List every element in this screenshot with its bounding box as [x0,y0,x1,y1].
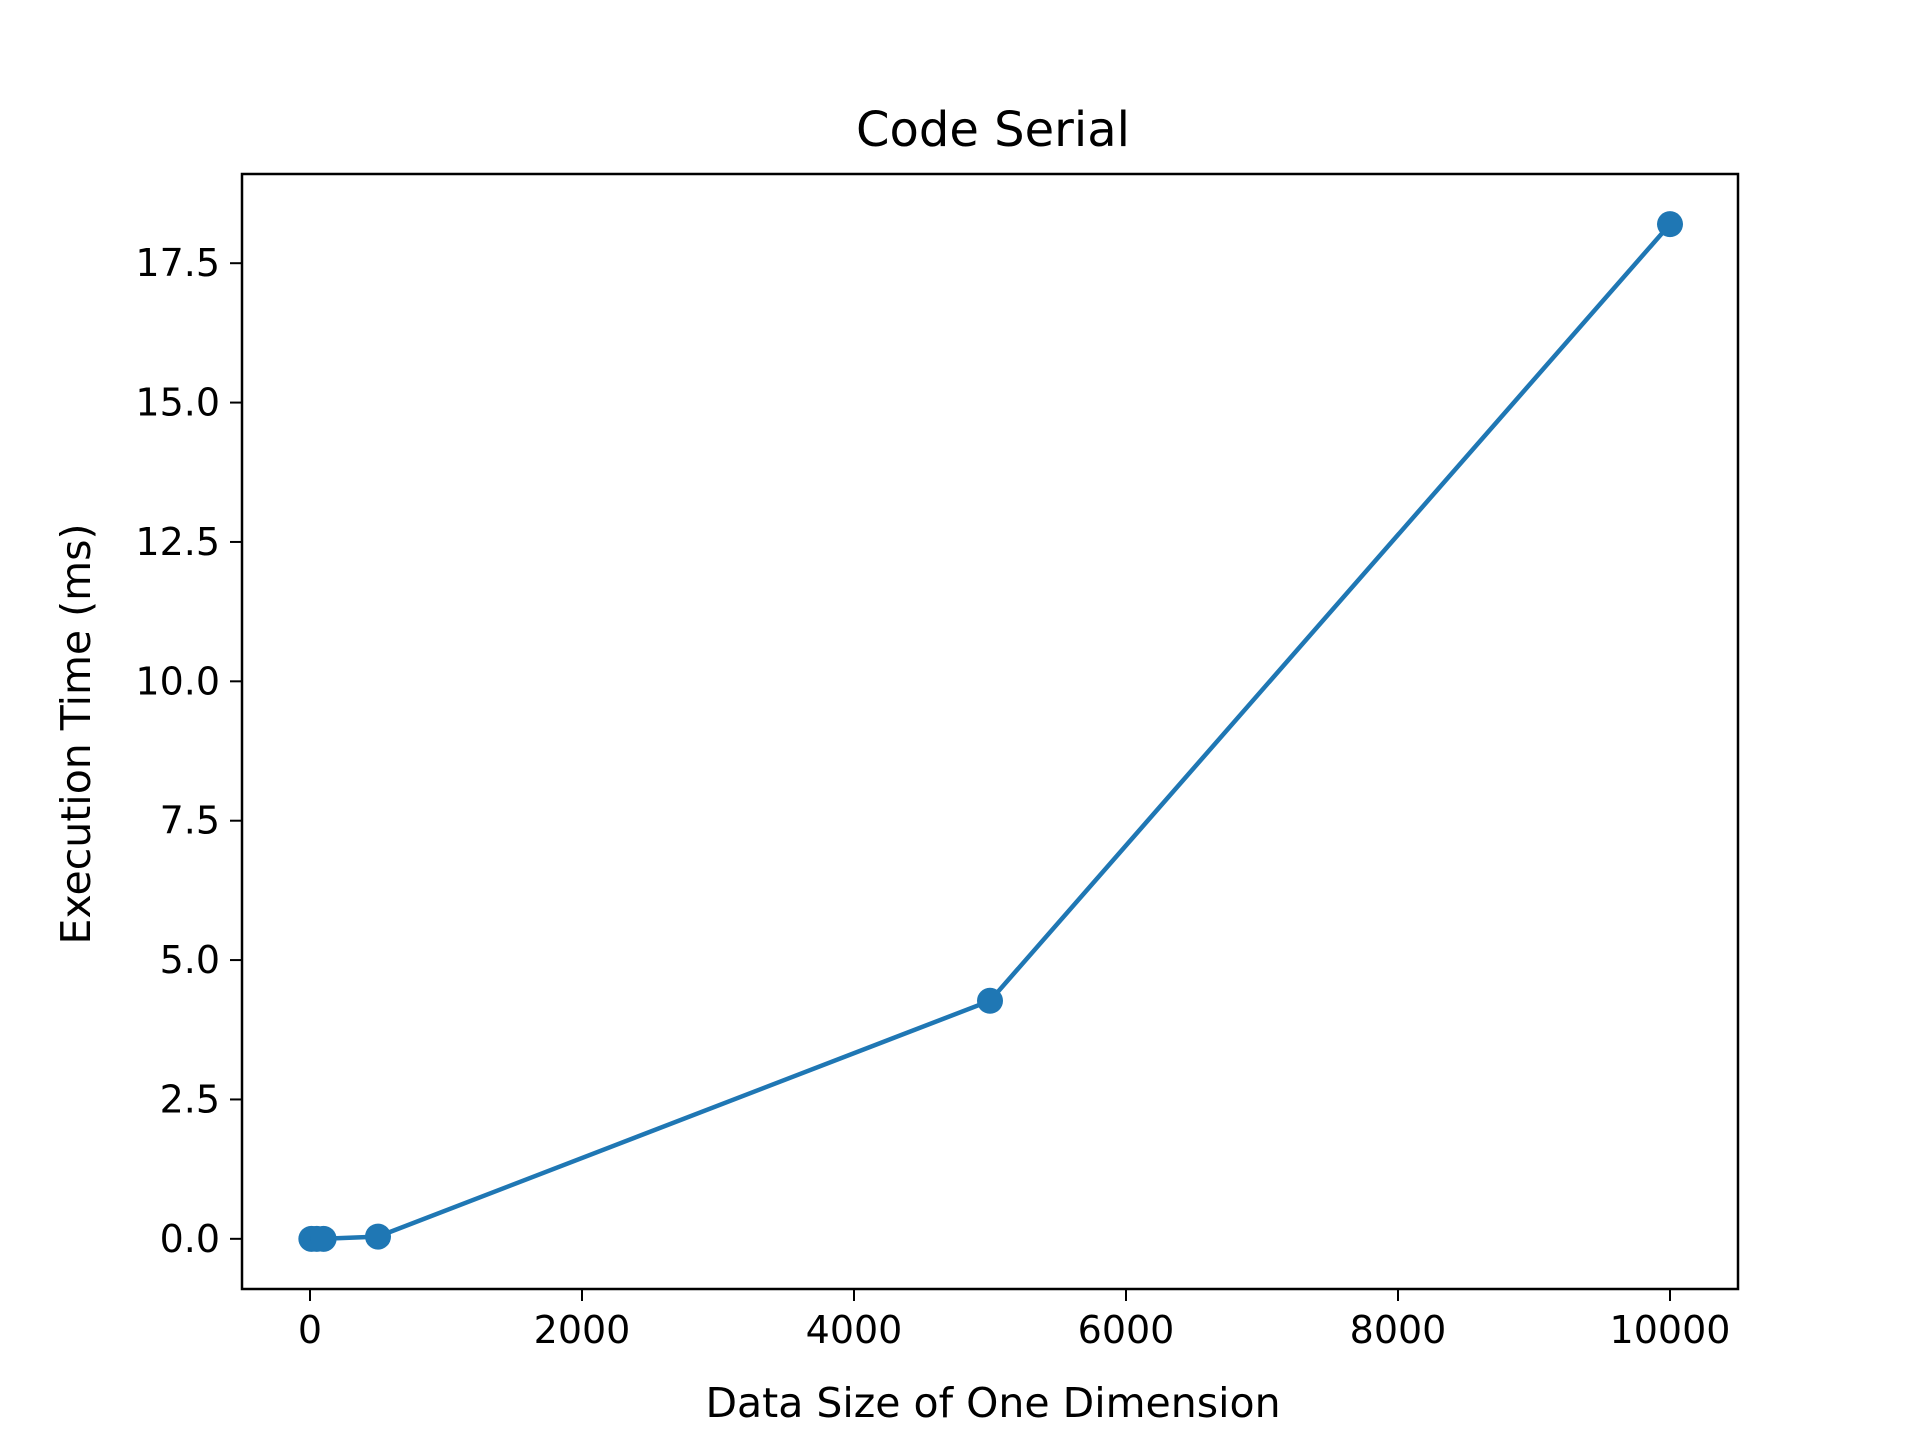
axes-frame [240,172,1740,1291]
y-tick-label: 0.0 [160,1217,220,1261]
x-tick-label: 4000 [806,1308,903,1352]
chart-title: Code Serial [856,102,1130,158]
x-axis: 0 2000 4000 6000 8000 10000 [298,1289,1731,1352]
data-point-marker [310,1225,337,1252]
series-layer [298,211,1683,1252]
x-axis-label: Data Size of One Dimension [705,1379,1280,1427]
y-tick-label: 10.0 [135,659,220,703]
y-tick-label: 15.0 [135,381,220,425]
x-tick-label: 8000 [1350,1308,1447,1352]
data-point-marker [977,987,1003,1014]
y-tick-label: 12.5 [135,520,220,564]
y-tick-label: 5.0 [160,938,220,982]
data-point-marker [365,1223,391,1250]
y-tick-label: 2.5 [160,1077,220,1121]
x-tick-label: 6000 [1078,1308,1175,1352]
data-point-marker [1657,211,1683,238]
y-tick-label: 7.5 [160,799,220,843]
x-tick-label: 2000 [534,1308,631,1352]
x-tick-label: 10000 [1610,1308,1731,1352]
y-tick-label: 17.5 [135,241,220,285]
x-tick-label: 0 [298,1308,322,1352]
y-axis-label: Execution Time (ms) [52,524,100,945]
plot-area [240,172,1740,1291]
y-axis: 0.0 2.5 5.0 7.5 10.0 12.5 15.0 17.5 [135,241,242,1261]
